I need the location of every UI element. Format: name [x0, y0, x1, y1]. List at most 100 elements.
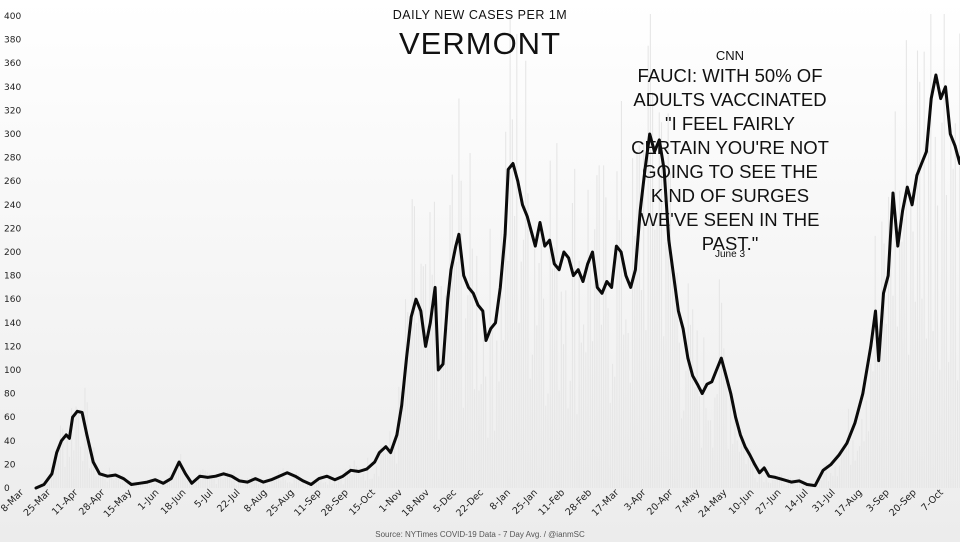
data-point: [450, 269, 452, 271]
annotation-quote: FAUCI: WITH 50% OF ADULTS VACCINATED "I …: [631, 65, 829, 254]
data-point: [72, 416, 74, 418]
y-tick-label: 120: [4, 342, 21, 352]
data-point: [862, 393, 864, 395]
data-point: [758, 472, 761, 474]
data-point: [649, 133, 651, 135]
data-point: [499, 286, 501, 288]
data-point: [76, 410, 78, 412]
data-point: [582, 280, 584, 283]
data-point: [954, 145, 956, 147]
data-point: [615, 245, 618, 247]
data-point: [882, 292, 885, 294]
data-point: [162, 482, 164, 484]
data-point: [207, 476, 209, 478]
data-point: [572, 275, 575, 277]
data-point: [262, 481, 264, 483]
data-point: [806, 483, 808, 486]
series-layer: [34, 73, 960, 490]
data-point: [790, 481, 792, 483]
data-point: [739, 434, 742, 436]
data-point: [215, 475, 217, 477]
data-point: [611, 286, 613, 288]
data-point: [278, 475, 280, 477]
data-point: [429, 322, 431, 324]
y-tick-label: 140: [4, 319, 21, 329]
data-point: [223, 473, 225, 475]
y-tick-label: 380: [4, 36, 21, 46]
y-axis: 0 20 40 60 80 100 120 140 160 180 200 220 240 260 280 3…: [4, 12, 21, 494]
data-point: [701, 393, 703, 395]
data-point: [553, 263, 555, 265]
data-point: [763, 467, 765, 469]
data-point: [591, 251, 594, 253]
data-point: [35, 487, 37, 489]
y-tick-label: 220: [4, 224, 21, 234]
data-point: [822, 469, 824, 471]
data-point: [507, 168, 509, 170]
data-point: [735, 416, 737, 418]
data-point: [254, 478, 256, 480]
data-point: [106, 475, 109, 477]
data-point: [921, 162, 923, 165]
y-tick-label: 80: [4, 390, 16, 400]
data-point: [870, 345, 872, 347]
data-point: [358, 470, 360, 473]
data-point: [485, 339, 487, 342]
data-point: [334, 479, 336, 481]
y-tick-label: 200: [4, 248, 21, 258]
y-tick-label: 0: [4, 484, 10, 494]
data-point: [874, 310, 877, 312]
data-point: [563, 251, 565, 253]
data-point: [434, 286, 436, 288]
data-point: [442, 363, 444, 365]
data-point: [944, 86, 947, 88]
chart-title: VERMONT: [399, 26, 561, 61]
data-point: [744, 446, 746, 448]
y-tick-label: 240: [4, 201, 21, 211]
data-point: [653, 151, 656, 153]
data-point: [925, 151, 928, 153]
data-point: [526, 216, 528, 218]
y-tick-label: 320: [4, 106, 21, 116]
data-point: [644, 168, 646, 170]
data-point: [410, 316, 412, 318]
data-point: [706, 383, 708, 385]
data-point: [720, 357, 722, 359]
data-point: [405, 357, 408, 359]
data-point: [350, 469, 352, 471]
data-point: [601, 292, 603, 294]
y-tick-label: 280: [4, 154, 21, 164]
data-point: [634, 269, 637, 271]
data-point: [544, 245, 546, 247]
data-point: [663, 168, 665, 170]
source-note: Source: NYTimes COVID-19 Data - 7 Day Av…: [375, 530, 585, 539]
data-point: [687, 357, 689, 359]
data-point: [455, 245, 457, 247]
annotation-source: CNN: [715, 48, 745, 63]
data-point: [549, 239, 551, 241]
data-point: [68, 437, 70, 439]
data-point: [146, 481, 148, 483]
data-point: [60, 440, 63, 442]
data-point: [231, 475, 233, 477]
data-point: [587, 263, 589, 265]
data-point: [122, 478, 125, 480]
y-tick-label: 180: [4, 272, 21, 282]
annotation-date-label: June 3: [714, 249, 746, 260]
data-point: [539, 221, 541, 224]
data-point: [425, 345, 427, 347]
chart-subtitle: DAILY NEW CASES PER 1M: [392, 8, 568, 22]
data-point: [854, 422, 856, 424]
data-point: [673, 275, 675, 277]
data-point: [906, 186, 908, 188]
data-point: [940, 98, 942, 100]
data-point: [447, 298, 449, 300]
data-point: [577, 269, 579, 271]
data-point: [366, 468, 368, 470]
data-point: [92, 461, 94, 463]
data-point: [246, 481, 249, 483]
data-point: [949, 133, 951, 135]
data-point: [682, 328, 684, 330]
data-point: [43, 483, 45, 486]
